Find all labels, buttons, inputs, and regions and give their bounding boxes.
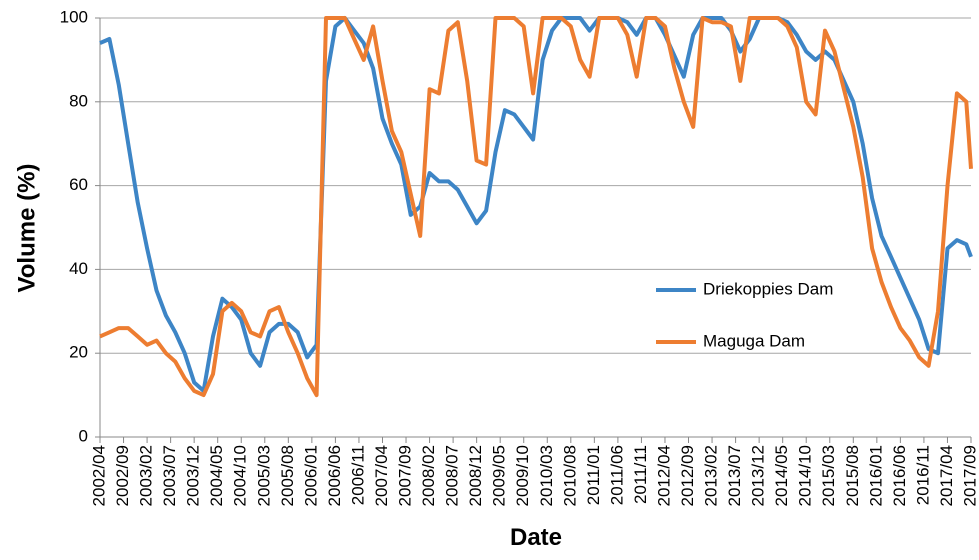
- y-tick-label: 20: [69, 343, 88, 362]
- x-tick-label: 2017/09: [960, 445, 979, 506]
- x-tick-label: 2006/01: [301, 445, 320, 506]
- y-tick-label: 0: [79, 426, 88, 445]
- x-tick-label: 2005/08: [278, 445, 297, 506]
- x-tick-label: 2008/07: [443, 445, 462, 506]
- x-tick-label: 2015/08: [843, 445, 862, 506]
- x-tick-label: 2011/06: [607, 445, 626, 505]
- x-tick-label: 2014/10: [796, 445, 815, 506]
- data-line: [99, 16, 973, 398]
- x-tick-label: 2016/11: [913, 445, 932, 505]
- x-tick-label: 2012/04: [654, 445, 673, 506]
- x-tick-label: 2007/04: [372, 445, 391, 506]
- x-tick-label: 2009/10: [513, 445, 532, 506]
- x-tick-label: 2004/05: [207, 445, 226, 506]
- y-tick-label: 60: [69, 175, 88, 194]
- x-tick-label: 2012/09: [678, 445, 697, 506]
- x-tick-label: 2003/12: [184, 445, 203, 506]
- x-tick-label: 2006/06: [325, 445, 344, 506]
- y-tick-label: 80: [69, 91, 88, 110]
- x-tick-label: 2008/12: [466, 445, 485, 506]
- x-tick-label: 2014/05: [772, 445, 791, 506]
- x-tick-label: 2003/02: [137, 445, 156, 506]
- y-tick-label: 100: [60, 7, 88, 26]
- data-line: [99, 16, 973, 393]
- x-tick-label: 2017/04: [937, 445, 956, 506]
- x-tick-label: 2016/06: [890, 445, 909, 506]
- x-tick-label: 2004/10: [231, 445, 250, 506]
- x-tick-label: 2016/01: [866, 445, 885, 506]
- x-tick-label: 2005/03: [254, 445, 273, 506]
- x-tick-label: 2011/11: [631, 445, 650, 504]
- x-tick-label: 2002/09: [113, 445, 132, 506]
- x-tick-label: 2011/01: [584, 445, 603, 505]
- x-tick-label: 2013/12: [749, 445, 768, 506]
- x-tick-label: 2010/08: [560, 445, 579, 506]
- x-tick-label: 2010/03: [537, 445, 556, 506]
- x-tick-label: 2002/04: [89, 445, 108, 506]
- legend-label: Driekoppies Dam: [703, 279, 833, 298]
- y-tick-label: 40: [69, 259, 88, 278]
- legend-label: Maguga Dam: [703, 331, 805, 350]
- x-tick-label: 2008/02: [419, 445, 438, 506]
- x-tick-label: 2009/05: [490, 445, 509, 506]
- x-tick-label: 2013/02: [702, 445, 721, 506]
- y-axis-label: Volume (%): [13, 164, 40, 293]
- x-tick-label: 2003/07: [160, 445, 179, 506]
- x-tick-label: 2015/03: [819, 445, 838, 506]
- x-tick-label: 2007/09: [396, 445, 415, 506]
- x-tick-label: 2006/11: [348, 445, 367, 505]
- x-axis-label: Date: [510, 524, 562, 551]
- x-tick-label: 2013/07: [725, 445, 744, 506]
